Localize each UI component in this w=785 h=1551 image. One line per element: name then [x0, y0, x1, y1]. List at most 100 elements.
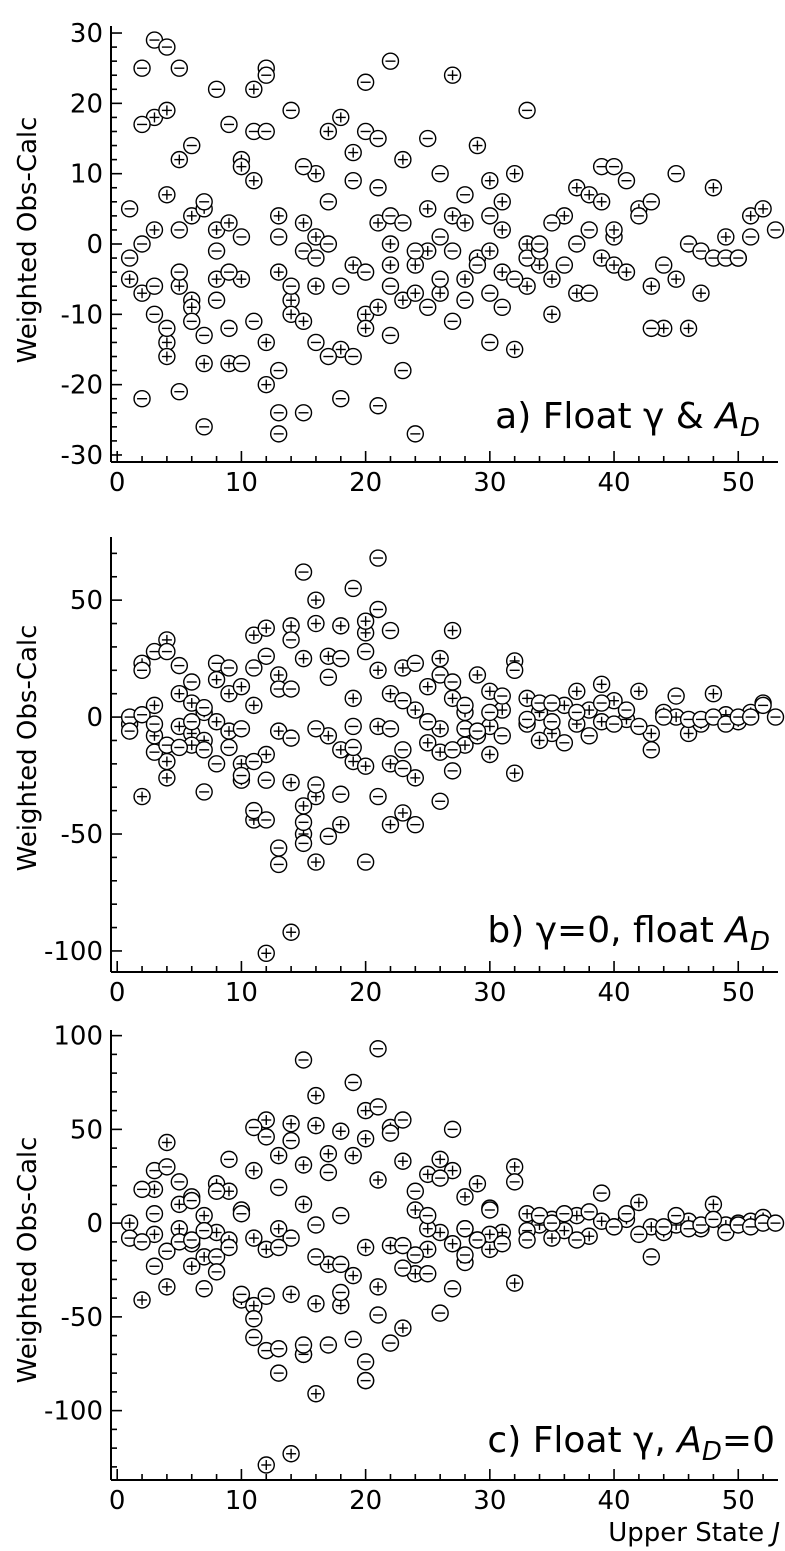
- data-point-plus: [232, 157, 251, 176]
- data-point-plus: [419, 677, 437, 696]
- data-point-minus: [394, 1111, 412, 1129]
- data-point-plus: [592, 249, 611, 267]
- data-point-plus: [356, 612, 375, 630]
- data-point-plus: [394, 150, 412, 169]
- data-point-plus: [605, 256, 623, 274]
- data-point-minus: [183, 136, 201, 155]
- data-point-plus: [307, 228, 325, 246]
- data-point-minus: [369, 600, 387, 619]
- data-point-minus: [568, 1231, 586, 1249]
- data-point-minus: [183, 1191, 201, 1210]
- data-point-minus: [443, 1280, 462, 1298]
- data-point-minus: [133, 235, 151, 253]
- x-tick-label: 0: [109, 978, 126, 1008]
- data-point-minus: [518, 249, 536, 267]
- data-point-minus: [381, 207, 400, 225]
- data-point-plus: [319, 1145, 338, 1163]
- data-point-plus: [332, 617, 350, 635]
- data-point-minus: [356, 73, 375, 91]
- panel-a: 0 10 20 30 40 50 -30 -20 -10 0 10 20 30 a) Float γ &…: [13, 19, 785, 498]
- data-point-minus: [543, 694, 561, 712]
- data-point-minus: [307, 1248, 325, 1266]
- y-tick-label: 0: [86, 703, 103, 733]
- data-point-minus: [145, 1257, 164, 1275]
- data-point-plus: [505, 164, 524, 183]
- data-point-plus: [158, 333, 176, 352]
- data-point-minus: [369, 179, 387, 197]
- data-point-minus: [642, 1248, 661, 1266]
- data-point-minus: [170, 263, 189, 281]
- data-point-minus: [419, 713, 437, 731]
- data-point-minus: [543, 214, 561, 232]
- data-point-plus: [158, 347, 176, 366]
- y-tick-label: 50: [70, 586, 103, 616]
- data-point-plus: [704, 179, 723, 197]
- data-point-plus: [704, 684, 723, 703]
- data-point-minus: [195, 783, 213, 801]
- data-point-plus: [120, 270, 139, 288]
- data-point-plus: [245, 1161, 263, 1180]
- data-point-plus: [369, 1278, 387, 1296]
- data-point-plus: [257, 375, 275, 394]
- data-point-minus: [170, 59, 189, 77]
- data-point-minus: [294, 404, 313, 422]
- data-point-plus: [170, 277, 189, 295]
- data-point-plus: [282, 305, 300, 324]
- data-point-minus: [381, 1124, 400, 1142]
- data-point-plus: [170, 684, 189, 703]
- data-point-plus: [257, 1111, 275, 1129]
- data-point-minus: [381, 1334, 400, 1352]
- data-point-minus: [332, 1283, 350, 1302]
- data-point-minus: [741, 708, 760, 726]
- data-point-minus: [369, 549, 387, 567]
- data-point-plus: [568, 179, 586, 197]
- data-point-minus: [394, 1236, 412, 1255]
- data-point-plus: [245, 696, 263, 715]
- data-point-minus: [319, 827, 338, 846]
- data-point-minus: [120, 200, 139, 218]
- data-point-plus: [419, 242, 437, 260]
- data-point-minus: [257, 647, 275, 665]
- data-point-plus: [307, 591, 325, 609]
- data-point-plus: [443, 66, 462, 84]
- data-point-minus: [555, 734, 574, 752]
- data-point-plus: [158, 101, 176, 120]
- data-point-plus: [592, 193, 611, 211]
- data-point-minus: [294, 813, 313, 832]
- data-point-plus: [406, 769, 425, 787]
- data-point-minus: [269, 404, 288, 422]
- data-point-plus: [133, 787, 151, 806]
- data-point-plus: [307, 1086, 325, 1105]
- data-point-plus: [468, 1175, 487, 1193]
- data-point-plus: [543, 270, 561, 288]
- data-point-minus: [344, 717, 362, 736]
- data-point-minus: [245, 312, 263, 331]
- data-point-minus: [195, 699, 213, 717]
- data-point-minus: [133, 1233, 151, 1251]
- data-point-minus: [530, 1206, 549, 1225]
- data-point-plus: [630, 682, 648, 701]
- data-point-minus: [257, 66, 275, 84]
- data-point-minus: [481, 207, 499, 225]
- data-point-plus: [158, 1133, 176, 1152]
- data-point-minus: [232, 720, 251, 738]
- data-point-minus: [232, 1285, 251, 1304]
- data-point-plus: [394, 1152, 412, 1170]
- data-point-minus: [344, 1330, 362, 1349]
- data-point-minus: [642, 193, 661, 211]
- data-point-minus: [133, 115, 151, 134]
- data-point-minus: [655, 256, 673, 274]
- data-point-minus: [642, 319, 661, 338]
- data-point-minus: [220, 1150, 238, 1169]
- data-point-minus: [419, 129, 437, 148]
- data-point-plus: [344, 689, 362, 708]
- data-point-minus: [307, 776, 325, 794]
- data-point-plus: [605, 221, 623, 239]
- data-point-minus: [282, 1229, 300, 1247]
- data-point-minus: [704, 1210, 723, 1229]
- panel-b: 0 10 20 30 40 50 -100 -50 0 50 b) γ=0, float AD W…: [13, 537, 785, 1008]
- data-point-minus: [269, 1238, 288, 1257]
- data-point-minus: [493, 1235, 511, 1253]
- data-point-minus: [344, 579, 362, 598]
